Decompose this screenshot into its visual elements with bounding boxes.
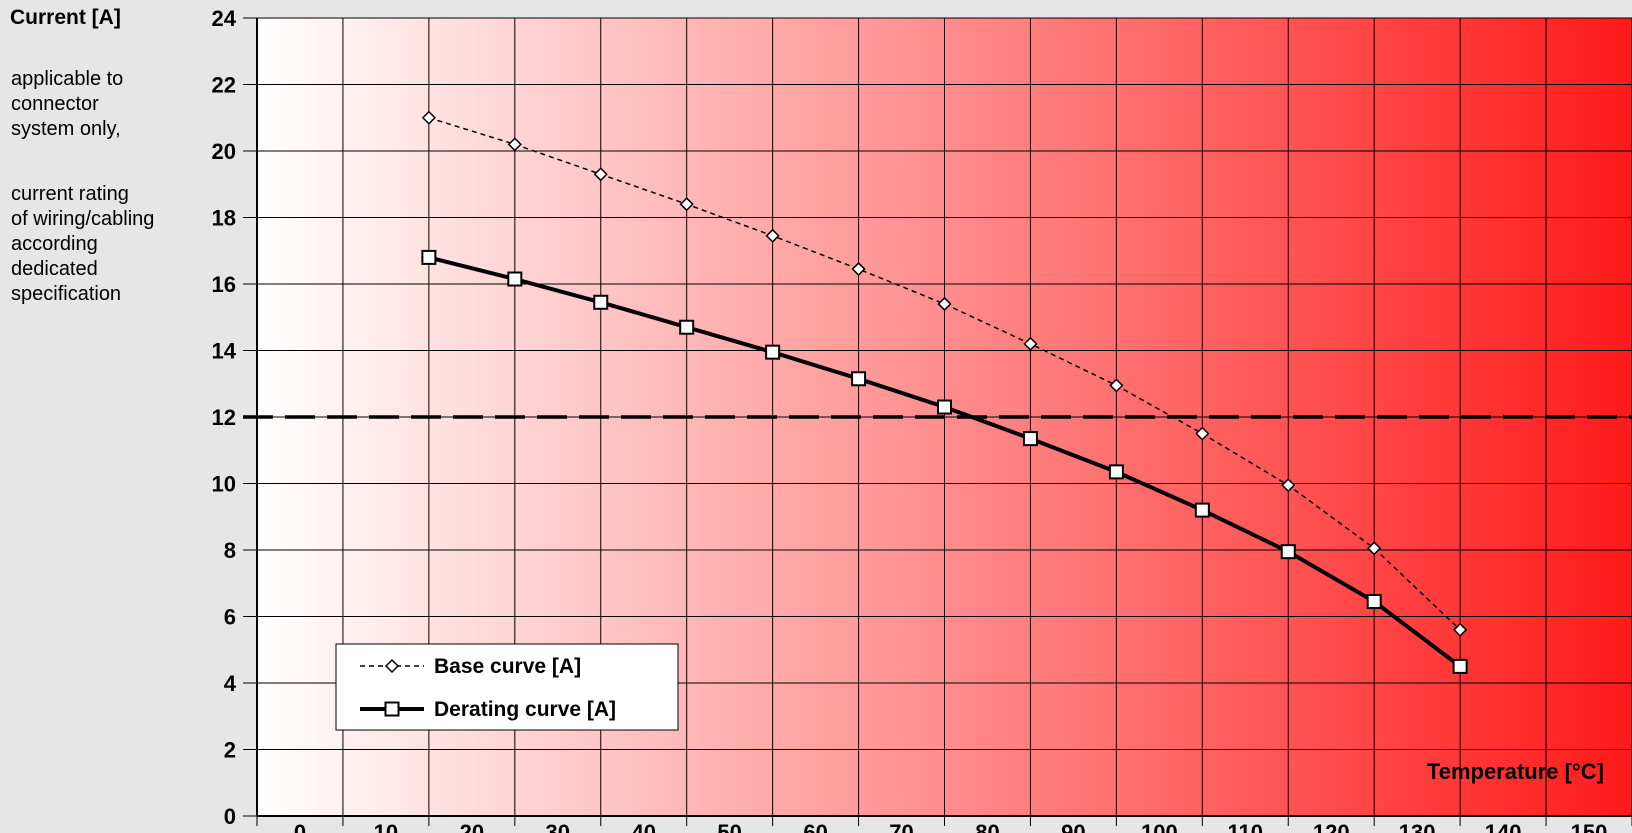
base-curve-point: [851, 261, 866, 277]
y-axis-title: Current [A]: [10, 6, 121, 29]
x-tick-label: 140: [1485, 820, 1522, 833]
base-curve-point: [593, 167, 608, 182]
base-curve-point: [1453, 622, 1468, 637]
x-tick-label: 150: [1571, 820, 1608, 833]
y-tick-label: 4: [224, 671, 237, 696]
derating-curve-point: [937, 399, 952, 415]
base-curve-point: [507, 137, 522, 152]
base-curve-point: [1109, 378, 1124, 393]
x-tick-label: 100: [1141, 820, 1178, 833]
base-curve-point: [1195, 426, 1210, 441]
base-curve-point: [421, 110, 436, 125]
y-tick-label: 10: [212, 472, 236, 497]
derating-curve-point: [765, 344, 781, 360]
legend-derating-label: Derating curve [A]: [434, 698, 616, 721]
base-curve-point: [679, 197, 694, 212]
legend-square-marker: [384, 701, 400, 717]
y-tick-label: 6: [224, 605, 236, 630]
y-tick-label: 16: [212, 272, 236, 297]
derating-curve-point: [593, 294, 609, 310]
y-tick-label: 8: [224, 538, 236, 563]
derating-curve-point: [1194, 502, 1210, 518]
derating-curve-point: [679, 319, 695, 335]
x-tick-label: 10: [374, 820, 398, 833]
data-series: [421, 110, 1468, 674]
y-tick-label: 24: [212, 6, 237, 31]
x-tick-label: 50: [717, 820, 741, 833]
x-tick-label: 40: [631, 820, 655, 833]
derating-curve-point: [851, 371, 867, 387]
legend: Base curve [A] Derating curve [A]: [335, 643, 679, 731]
derating-curve-point: [1280, 544, 1296, 560]
y-tick-label: 18: [212, 206, 236, 231]
legend-base-label: Base curve [A]: [434, 655, 581, 678]
y-tick-label: 20: [212, 139, 236, 164]
derating-curve-point: [1366, 594, 1382, 610]
derating-curve-point: [507, 271, 523, 287]
x-tick-label: 30: [546, 820, 570, 833]
y-tick-label: 2: [224, 738, 236, 763]
base-curve-point: [1281, 478, 1296, 493]
derating-curve-point: [421, 249, 437, 265]
x-tick-label: 80: [975, 820, 999, 833]
x-tick-label: 20: [460, 820, 484, 833]
derating-curve-series: [421, 249, 1468, 674]
cabling-note: current rating of wiring/cabling accordi…: [11, 183, 155, 305]
x-axis-title: Temperature [°C]: [1427, 759, 1604, 784]
x-tick-label: 60: [803, 820, 827, 833]
x-tick-label: 0: [294, 820, 306, 833]
base-curve-point: [1367, 541, 1382, 556]
legend-diamond-marker: [384, 658, 400, 674]
x-tick-label: 70: [889, 820, 913, 833]
base-curve-point: [937, 296, 952, 312]
applicability-note: applicable to connector system only,: [11, 68, 124, 140]
x-tick-label: 130: [1399, 820, 1436, 833]
derating-curve-point: [1022, 431, 1038, 447]
x-tick-label: 120: [1313, 820, 1350, 833]
y-tick-label: 12: [212, 405, 236, 430]
base-curve-series: [421, 110, 1468, 637]
base-curve-point: [765, 228, 780, 243]
derating-curve-point: [1452, 658, 1468, 674]
base-curve-point: [1023, 336, 1038, 351]
y-tick-label: 14: [212, 339, 237, 364]
x-tick-label: 110: [1228, 820, 1264, 833]
y-tick-label: 22: [212, 73, 236, 98]
y-tick-label: 0: [224, 804, 236, 829]
x-tick-label: 90: [1061, 820, 1085, 833]
derating-curve-point: [1108, 464, 1124, 480]
